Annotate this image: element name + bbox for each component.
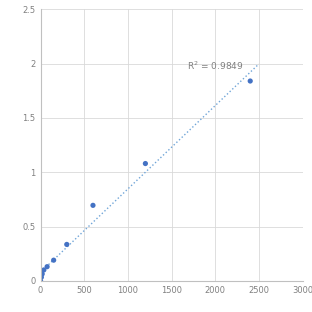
Point — [39, 275, 44, 280]
Point — [143, 161, 148, 166]
Text: R$^2$ = 0.9849: R$^2$ = 0.9849 — [187, 60, 244, 72]
Point — [38, 278, 43, 283]
Point — [51, 258, 56, 263]
Point — [45, 264, 50, 269]
Point — [41, 267, 46, 272]
Point — [248, 79, 253, 84]
Point — [40, 271, 45, 276]
Point — [90, 203, 95, 208]
Point — [64, 242, 69, 247]
